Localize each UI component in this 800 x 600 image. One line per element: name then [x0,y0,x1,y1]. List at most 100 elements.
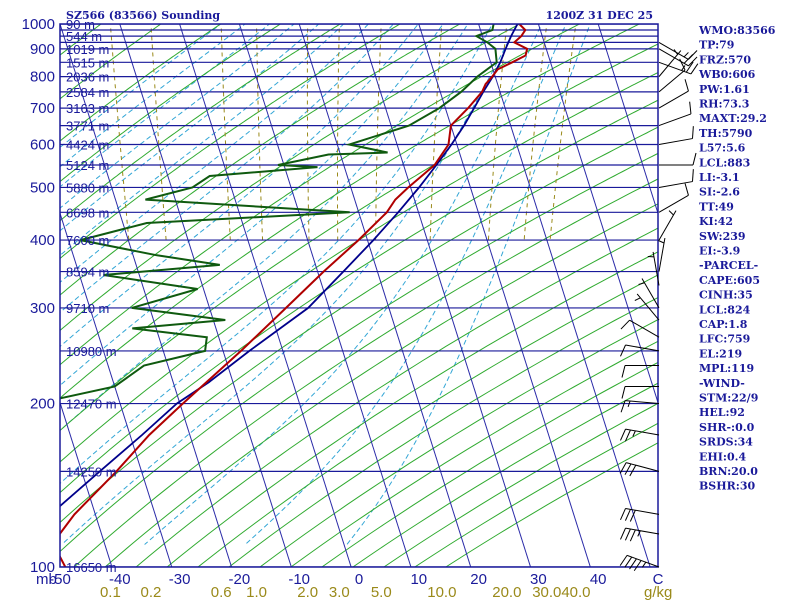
sounding-index-item: RH:73.3 [699,98,749,111]
sounding-index-item: SHR-:0.0 [699,421,755,434]
isotherm-line [537,24,658,405]
wind-barb [620,319,660,338]
sounding-index-item: LCL:883 [699,156,750,169]
grid-layer [60,24,658,567]
wind-barb [647,251,660,286]
sounding-index-item: LCL:824 [699,303,751,316]
mixing-ratio-tick-label: 5.0 [371,584,392,600]
height-label: 3771 m [66,119,109,134]
dewpoint-line [60,24,498,400]
wind-barb [638,278,660,309]
height-label: 6698 m [66,205,109,220]
temperature-tick-label: -30 [169,571,191,588]
dry-adiabat-line [60,24,342,222]
pressure-axis-labels: 100 200 300 400 500 600 700 800 900 1000 [22,16,55,576]
sounding-index-item: CAP:1.8 [699,318,748,331]
wind-barb [659,152,697,166]
wind-barb [619,554,660,572]
moist-adiabat-line [61,24,518,545]
sounding-index-item: STM:22/9 [699,392,758,405]
mixing-ratio-tick-label: 0.2 [141,584,162,600]
sounding-index-item: -WIND- [699,377,745,390]
dry-adiabat-line [135,227,658,567]
wind-barb [658,61,699,75]
temperature-tick-label: 0 [355,571,363,588]
moist-adiabat-line [60,24,222,149]
moist-adiabat-line [60,24,345,256]
sounding-index-item: HEL:92 [699,406,745,419]
moist-adiabat-line [60,24,469,432]
dry-adiabat-line [60,71,658,463]
mixing-ratio-line [549,24,577,241]
dry-adiabat-line [60,24,461,296]
sounding-index-item: TH:5790 [699,127,753,140]
pressure-tick-label: 200 [30,396,55,413]
sounding-index-item: TP:79 [699,39,734,52]
sounding-index-item: -PARCEL- [699,259,758,272]
pressure-tick-label: 900 [30,41,55,58]
isotherm-line [478,24,651,567]
isotherm-line [60,24,233,567]
wind-barb [620,344,660,357]
temperature-tick-label: -50 [49,571,71,588]
height-label: 12470 m [66,397,117,412]
isotherm-line [418,24,591,567]
wind-barb [658,101,692,127]
temperature-tick-label: -40 [109,571,131,588]
temperature-tick-label: -20 [229,571,251,588]
dry-adiabat-line [60,24,401,260]
mixing-ratio-line [523,24,548,241]
wind-barb [658,48,698,67]
dry-adiabat-line [290,340,658,567]
mixing-ratio-line [109,24,130,241]
height-label: 544 m [66,29,102,44]
pressure-tick-label: 600 [30,136,55,153]
sounding-index-item: SW:239 [699,230,746,243]
sounding-index-item: CINH:35 [699,289,753,302]
height-label: 8594 m [66,265,109,280]
sounding-index-item: MAXT:29.2 [699,112,767,125]
wind-barb [620,507,660,522]
wind-barb [658,238,666,272]
mixing-ratio-unit-label: g/kg [644,584,672,600]
mixing-ratio-tick-label: 20.0 [492,584,521,600]
mixing-ratio-tick-label: 0.6 [211,584,232,600]
dry-adiabat-line [228,296,658,567]
dry-adiabat-line [166,251,658,567]
pressure-tick-label: 100 [30,559,55,576]
wind-barb [619,462,660,477]
dry-adiabat-line [60,24,282,183]
dry-adiabat-line [60,152,658,553]
sounding-index-item: BRN:20.0 [699,465,758,478]
wind-barb [658,169,694,188]
sounding-index-item: BSHR:30 [699,480,755,493]
mixing-ratio-line [150,24,167,241]
isotherm-line [60,400,113,567]
mixing-ratio-tick-label: 10.0 [427,584,456,600]
sounding-index-item: EL:219 [699,347,742,360]
valid-time: 1200Z 31 DEC 25 [546,9,653,22]
dry-adiabat-line [60,24,521,332]
isotherm-line [358,24,532,567]
dry-adiabat-line [259,319,658,567]
moist-adiabat-line [60,24,271,188]
temperature-tick-label: 40 [590,571,607,588]
height-label: 1019 m [66,42,109,57]
wind-barb [658,210,677,241]
wind-barbs [619,41,699,572]
pressure-unit-label: mb [36,571,57,588]
temperature-tick-label: 10 [410,571,427,588]
wind-barb [658,79,689,109]
wind-barb [658,183,689,213]
sounding-index-item: L57:5.6 [699,142,746,155]
height-label: 2584 m [66,85,109,100]
mixing-ratio-line [375,24,382,241]
mixing-ratio-tick-label: 3.0 [329,584,350,600]
sounding-index-item: TT:49 [699,200,734,213]
wind-barb [658,126,694,145]
mixing-ratio-line [220,24,231,241]
pressure-tick-label: 700 [30,100,55,117]
station-title: SZ566 (83566) Sounding [66,9,220,22]
